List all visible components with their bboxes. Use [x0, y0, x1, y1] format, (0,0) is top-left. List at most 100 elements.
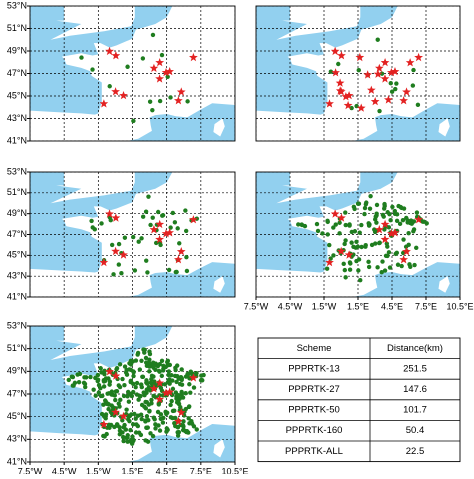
station [164, 426, 169, 431]
station [356, 257, 362, 262]
station [412, 262, 417, 268]
land [213, 276, 225, 293]
lon-label: 7.5°W [244, 301, 269, 311]
station [95, 377, 101, 382]
table-cell: 50.4 [406, 425, 425, 436]
station [174, 400, 180, 405]
station [366, 264, 372, 270]
station [178, 405, 183, 410]
lon-label: 10.5°E [446, 301, 473, 311]
station [411, 219, 417, 224]
station [102, 414, 107, 419]
station [393, 251, 398, 257]
validation-station [155, 378, 165, 387]
station [399, 205, 404, 211]
station [130, 434, 135, 439]
station [325, 232, 330, 237]
station [139, 416, 144, 422]
station [381, 206, 387, 211]
station [144, 258, 149, 263]
station [82, 375, 87, 380]
lat-label: 51°N [7, 23, 27, 33]
lat-label: 43°N [7, 113, 27, 123]
land [30, 172, 235, 297]
station [174, 269, 179, 275]
station [146, 402, 152, 407]
station [387, 265, 393, 270]
validation-station [373, 69, 383, 78]
station [179, 367, 184, 372]
validation-station [399, 96, 408, 105]
station [328, 69, 334, 74]
station [411, 229, 416, 234]
lon-label: 7.5°E [190, 466, 212, 474]
validation-station [370, 97, 380, 106]
station [343, 238, 348, 243]
validation-station [337, 51, 346, 60]
station [165, 74, 170, 79]
station [121, 438, 126, 444]
station [162, 382, 168, 387]
validation-station [155, 74, 164, 83]
validation-station [325, 257, 334, 267]
station [406, 231, 411, 236]
station [100, 393, 105, 399]
lon-label: 4.5°W [52, 466, 77, 474]
station [188, 390, 193, 395]
lon-label: 4.5°E [381, 301, 403, 311]
lat-label: 41°N [7, 456, 27, 466]
station [114, 423, 120, 428]
station [183, 391, 188, 396]
table-cell: 22.5 [406, 446, 425, 457]
station [351, 204, 357, 210]
validation-station [149, 63, 159, 72]
validation-station [161, 229, 171, 238]
validation-station [356, 103, 366, 112]
station [174, 379, 179, 385]
station [175, 226, 180, 231]
station [158, 412, 164, 417]
land [50, 6, 135, 40]
station [111, 272, 116, 277]
validation-station [99, 419, 109, 429]
station [112, 393, 118, 398]
station [148, 431, 153, 436]
table-cell: PPPRTK-160 [286, 425, 343, 436]
land [276, 6, 361, 40]
station [136, 239, 141, 244]
station [177, 241, 182, 246]
station [380, 259, 385, 264]
station [159, 373, 165, 379]
station [135, 350, 141, 356]
station [172, 420, 177, 426]
map-panel: 53°N 51°N 49°N 47°N 45°N 43°N 41°N [7, 0, 236, 145]
station [155, 209, 161, 215]
station [101, 402, 106, 407]
station [183, 228, 189, 234]
station [343, 275, 348, 280]
station [131, 373, 136, 379]
lat-label: 51°N [7, 187, 27, 197]
land [213, 439, 225, 458]
station [377, 108, 382, 114]
validation-station [174, 255, 183, 264]
station [160, 420, 166, 425]
station [357, 230, 362, 235]
station [170, 210, 176, 216]
lon-label: 1.5°W [312, 301, 337, 311]
validation-station [149, 225, 159, 234]
station [315, 228, 321, 234]
station [143, 209, 149, 214]
validation-station [99, 99, 109, 108]
station [147, 409, 152, 414]
station [184, 254, 189, 260]
station [89, 218, 94, 224]
station [128, 437, 134, 443]
station [157, 362, 162, 367]
station [133, 430, 139, 435]
station [132, 268, 138, 273]
station [147, 364, 152, 369]
station [143, 438, 148, 443]
station [131, 389, 136, 395]
station [149, 376, 154, 382]
